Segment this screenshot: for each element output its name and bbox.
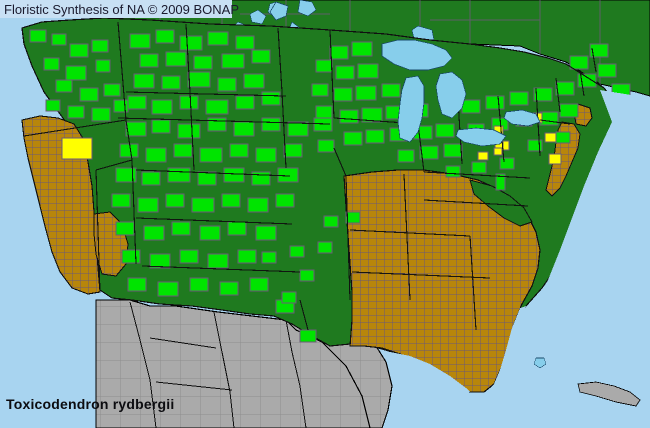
state-borders bbox=[23, 21, 605, 331]
species-name-label: Toxicodendron rydbergii bbox=[6, 396, 175, 412]
map-title: Floristic Synthesis of NA © 2009 BONAP bbox=[4, 1, 240, 17]
lake-huron bbox=[435, 71, 467, 119]
lake-erie bbox=[455, 127, 507, 147]
counties-present-clusters bbox=[29, 29, 631, 343]
lake-okeechobee bbox=[533, 357, 547, 369]
county-rare-nevada bbox=[61, 137, 93, 160]
appalachian-green-wedge bbox=[469, 179, 533, 227]
lake-superior bbox=[381, 39, 453, 71]
great-lakes bbox=[269, 1, 541, 147]
lake-michigan bbox=[397, 75, 425, 143]
title-banner: Floristic Synthesis of NA © 2009 BONAP bbox=[0, 0, 239, 18]
lake-ontario bbox=[503, 109, 541, 127]
lake-winnipeg bbox=[269, 1, 289, 21]
region-atlantic-coastal-absent bbox=[545, 103, 593, 197]
coastline-detail bbox=[390, 90, 650, 428]
